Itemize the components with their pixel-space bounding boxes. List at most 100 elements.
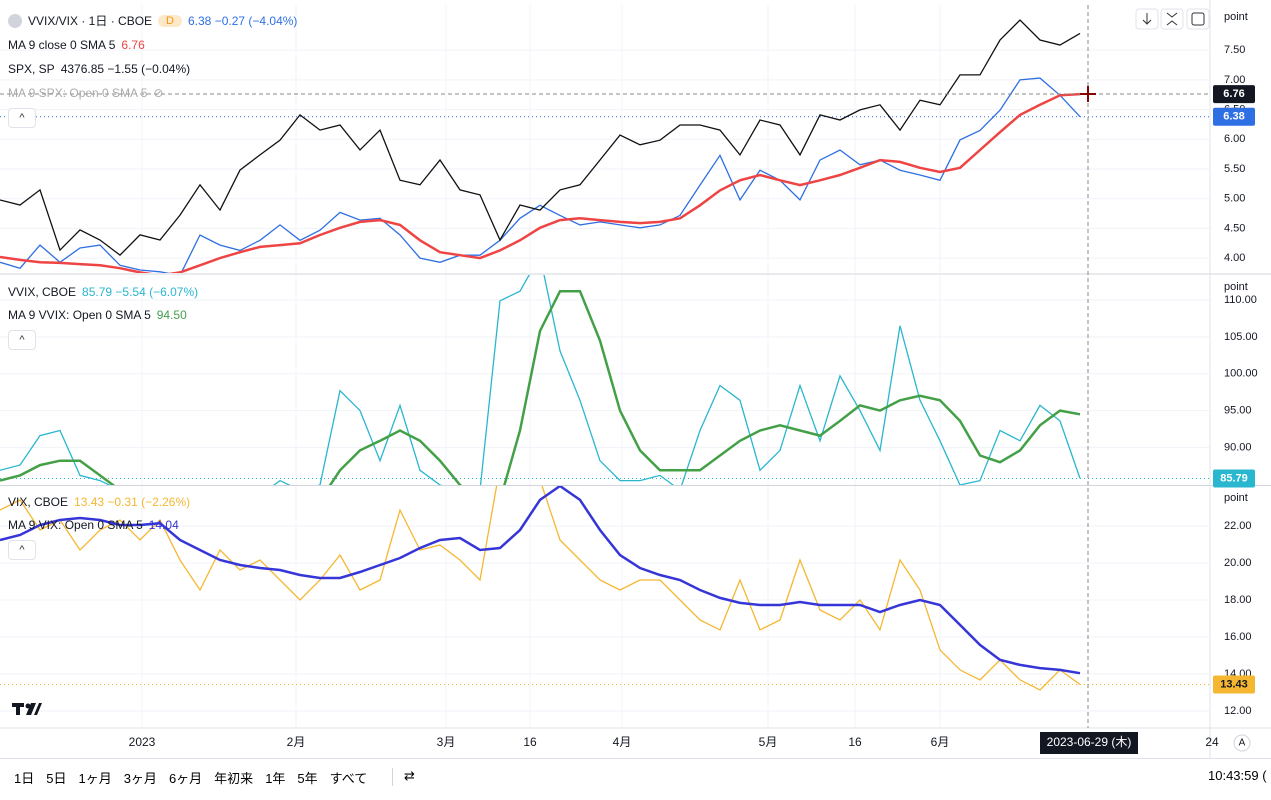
- range-button[interactable]: 1日: [14, 771, 35, 786]
- logo-part: [16, 703, 20, 715]
- range-button[interactable]: 3ヶ月: [123, 771, 157, 786]
- series-line: [0, 486, 1081, 675]
- x-tick-label: 2023: [129, 735, 156, 749]
- range-button[interactable]: 年初来: [214, 771, 254, 786]
- auto-scale-icon: A: [1239, 738, 1246, 749]
- y-tick-label: 22.00: [1224, 520, 1252, 532]
- x-tick-label: 2月: [287, 735, 306, 749]
- y-tick-label: 100.00: [1224, 368, 1258, 380]
- top-right-buttons: [1135, 8, 1210, 30]
- range-button[interactable]: 1年: [265, 771, 286, 786]
- price-tag-label: 13.43: [1220, 678, 1248, 690]
- series-name[interactable]: SPX, SP: [8, 62, 55, 76]
- series-line: [0, 275, 1081, 485]
- logo-part: [26, 703, 42, 715]
- series-line: [0, 19, 1081, 256]
- series-name[interactable]: MA 9 close 0 SMA 5: [8, 38, 116, 52]
- maximize-button[interactable]: [1186, 8, 1210, 30]
- series-line: [0, 92, 1081, 273]
- auto-scale-button[interactable]: [1233, 734, 1251, 752]
- hidden-icon[interactable]: ⊘: [153, 86, 164, 100]
- series-line: [0, 486, 1081, 691]
- legend-main: VVIX/VIX · 1日 · CBOE D 6.38 −0.27 (−4.04…: [8, 12, 297, 29]
- symbol-icon: [8, 13, 22, 28]
- crosshair-date-bg: [1040, 732, 1138, 754]
- y-tick-label: 7.00: [1224, 74, 1245, 86]
- price-tag: [1213, 469, 1255, 488]
- legend-hidden: MA 9 SPX: Open 0 SMA 5 ⊘: [8, 86, 163, 100]
- collapse-button[interactable]: [1160, 8, 1184, 30]
- y-tick-label: 110.00: [1224, 294, 1257, 306]
- legend-ma: MA 9 VVIX: Open 0 SMA 5 94.50: [8, 308, 187, 322]
- separator: [392, 768, 393, 786]
- chart: 2023 2月 3月 16 4月 5月 16 6月 24 point 4.00 4.50 5.00 5.5…: [0, 0, 1271, 758]
- price-tag-label: 6.38: [1223, 111, 1244, 123]
- range-button[interactable]: 1ヶ月: [78, 771, 112, 786]
- legend-ma: MA 9 VIX: Open 0 SMA 5 14.04: [8, 518, 179, 532]
- crosshair-cursor: [1080, 86, 1096, 102]
- collapse-legend[interactable]: ^: [8, 330, 36, 350]
- series-value: 4376.85 −1.55 (−0.04%): [60, 62, 191, 76]
- axis-unit: point: [1224, 11, 1248, 23]
- quote: 6.38 −0.27 (−4.04%): [188, 13, 298, 28]
- legend-ma: MA 9 close 0 SMA 5 6.76: [8, 38, 145, 52]
- collapse-legend[interactable]: ^: [8, 540, 36, 560]
- y-tick-label: 95.00: [1224, 404, 1252, 416]
- symbol-title[interactable]: VIX, CBOE: [8, 495, 69, 509]
- series-value: 94.50: [156, 308, 187, 322]
- series-line: [0, 77, 1081, 273]
- series-name[interactable]: MA 9 VVIX: Open 0 SMA 5: [8, 308, 151, 322]
- y-tick-label: 105.00: [1224, 331, 1258, 343]
- collapse-legend[interactable]: ^: [8, 108, 36, 128]
- x-tick-label: 16: [523, 735, 537, 749]
- bottom-toolbar: 1日 5日 1ヶ月 3ヶ月 6ヶ月 年初来 1年 5年 すべて ⇄ 10:43:59 (: [0, 758, 1271, 795]
- series-value: 6.76: [121, 38, 145, 52]
- y-tick-label: 20.00: [1224, 557, 1252, 569]
- crosshair-date: 2023-06-29 (木): [1047, 735, 1132, 749]
- data-badge: D: [158, 14, 182, 27]
- range-button[interactable]: 6ヶ月: [168, 771, 203, 786]
- legend-vvix: VVIX, CBOE 85.79 −5.54 (−6.07%): [8, 285, 198, 299]
- legend-spx: SPX, SP 4376.85 −1.55 (−0.04%): [8, 62, 190, 76]
- series-value: 14.04: [148, 518, 179, 532]
- legend-vix: VIX, CBOE 13.43 −0.31 (−2.26%): [8, 495, 190, 509]
- y-tick-label: 18.00: [1224, 594, 1252, 606]
- symbol-title[interactable]: VVIX/VIX · 1日 · CBOE: [28, 14, 153, 28]
- range-list: 1日 5日 1ヶ月 3ヶ月 6ヶ月 年初来 1年 5年 すべて: [14, 768, 367, 787]
- y-tick-label: 16.00: [1224, 631, 1252, 643]
- y-tick-label: 7.50: [1224, 44, 1245, 56]
- series-name[interactable]: MA 9 SPX: Open 0 SMA 5: [8, 86, 148, 100]
- x-tick-label: 16: [848, 735, 862, 749]
- x-tick-label: 24: [1205, 735, 1219, 749]
- price-tag: [1213, 675, 1255, 694]
- series-name[interactable]: MA 9 VIX: Open 0 SMA 5: [8, 518, 143, 532]
- x-tick-label: 3月: [437, 735, 456, 749]
- scroll-down-button[interactable]: [1135, 8, 1159, 30]
- price-tag: [1213, 107, 1255, 126]
- series-line: [0, 289, 1081, 485]
- y-tick-label: 6.00: [1224, 133, 1245, 145]
- price-tag: [1213, 85, 1255, 104]
- y-tick-label: 5.00: [1224, 193, 1245, 205]
- compare-button[interactable]: ⇄: [404, 768, 415, 783]
- tv-logo: [12, 703, 42, 715]
- axis-unit: point: [1224, 492, 1248, 504]
- quote: 13.43 −0.31 (−2.26%): [74, 495, 191, 509]
- y-tick-label: 5.50: [1224, 163, 1245, 175]
- maximize-icon: [1191, 12, 1205, 26]
- collapse-icon: [1166, 12, 1178, 26]
- x-tick-label: 4月: [613, 735, 632, 749]
- axis-unit: point: [1224, 281, 1248, 293]
- price-tag-label: 6.76: [1223, 88, 1244, 100]
- range-button[interactable]: すべて: [329, 771, 368, 786]
- arrow-icon: [1142, 13, 1152, 25]
- symbol-title[interactable]: VVIX, CBOE: [8, 285, 77, 299]
- y-tick-label: 90.00: [1224, 441, 1252, 453]
- price-axis-bg: [1210, 0, 1271, 758]
- x-tick-label: 5月: [759, 735, 778, 749]
- y-tick-label: 12.00: [1224, 705, 1252, 717]
- price-tag-label: 85.79: [1220, 472, 1248, 484]
- range-button[interactable]: 5日: [46, 771, 67, 786]
- range-button[interactable]: 5年: [297, 771, 318, 786]
